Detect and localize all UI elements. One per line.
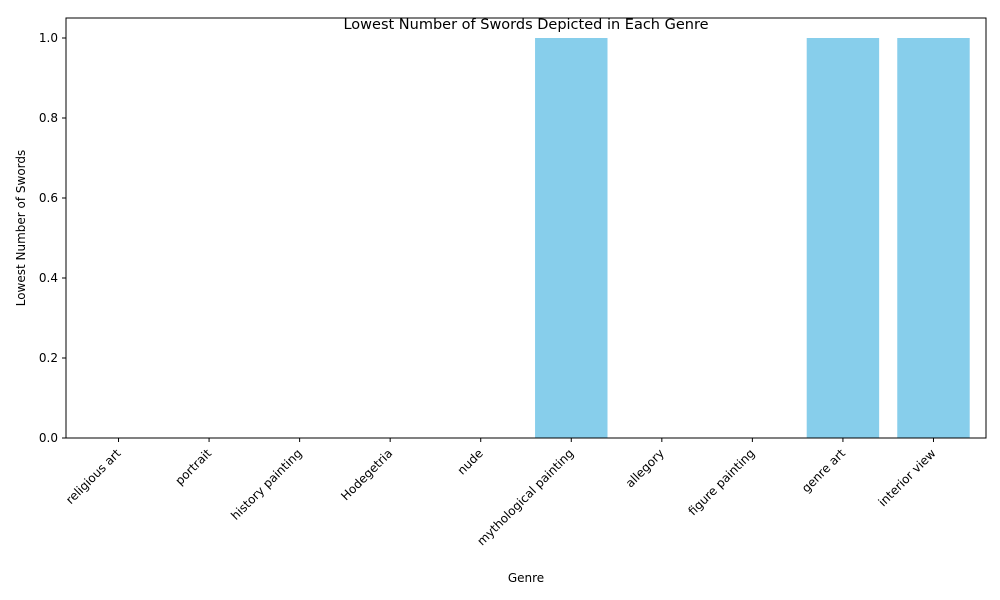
x-tick-label: genre art: [799, 446, 848, 495]
y-axis-label: Lowest Number of Swords: [14, 150, 28, 307]
bar-interior-view: [897, 38, 970, 438]
x-axis: religious art portrait history painting Hod…: [63, 438, 939, 548]
x-tick-label: portrait: [173, 446, 215, 488]
x-tick-label: figure painting: [685, 446, 757, 518]
y-tick-label: 0.2: [39, 351, 58, 365]
x-tick-label: allegory: [623, 446, 667, 490]
bar-mythological-painting: [535, 38, 608, 438]
y-tick-label: 0.4: [39, 271, 58, 285]
x-tick-label: Hodegetria: [338, 446, 395, 503]
x-tick-label: mythological painting: [474, 446, 576, 548]
y-tick-label: 1.0: [39, 31, 58, 45]
x-tick-label: interior view: [876, 446, 939, 509]
y-tick-label: 0.8: [39, 111, 58, 125]
x-tick-label: religious art: [63, 446, 124, 507]
x-tick-label: history painting: [228, 446, 305, 523]
x-axis-label: Genre: [508, 571, 544, 585]
chart-title: Lowest Number of Swords Depicted in Each…: [343, 17, 708, 33]
x-tick-label: nude: [455, 446, 486, 477]
y-tick-label: 0.0: [39, 431, 58, 445]
bar-genre-art: [806, 38, 880, 438]
bars-group: [535, 38, 970, 438]
y-tick-label: 0.6: [39, 191, 58, 205]
plot-frame: [65, 17, 987, 439]
y-axis: 0.0 0.2 0.4 0.6 0.8 1.0: [39, 31, 66, 445]
